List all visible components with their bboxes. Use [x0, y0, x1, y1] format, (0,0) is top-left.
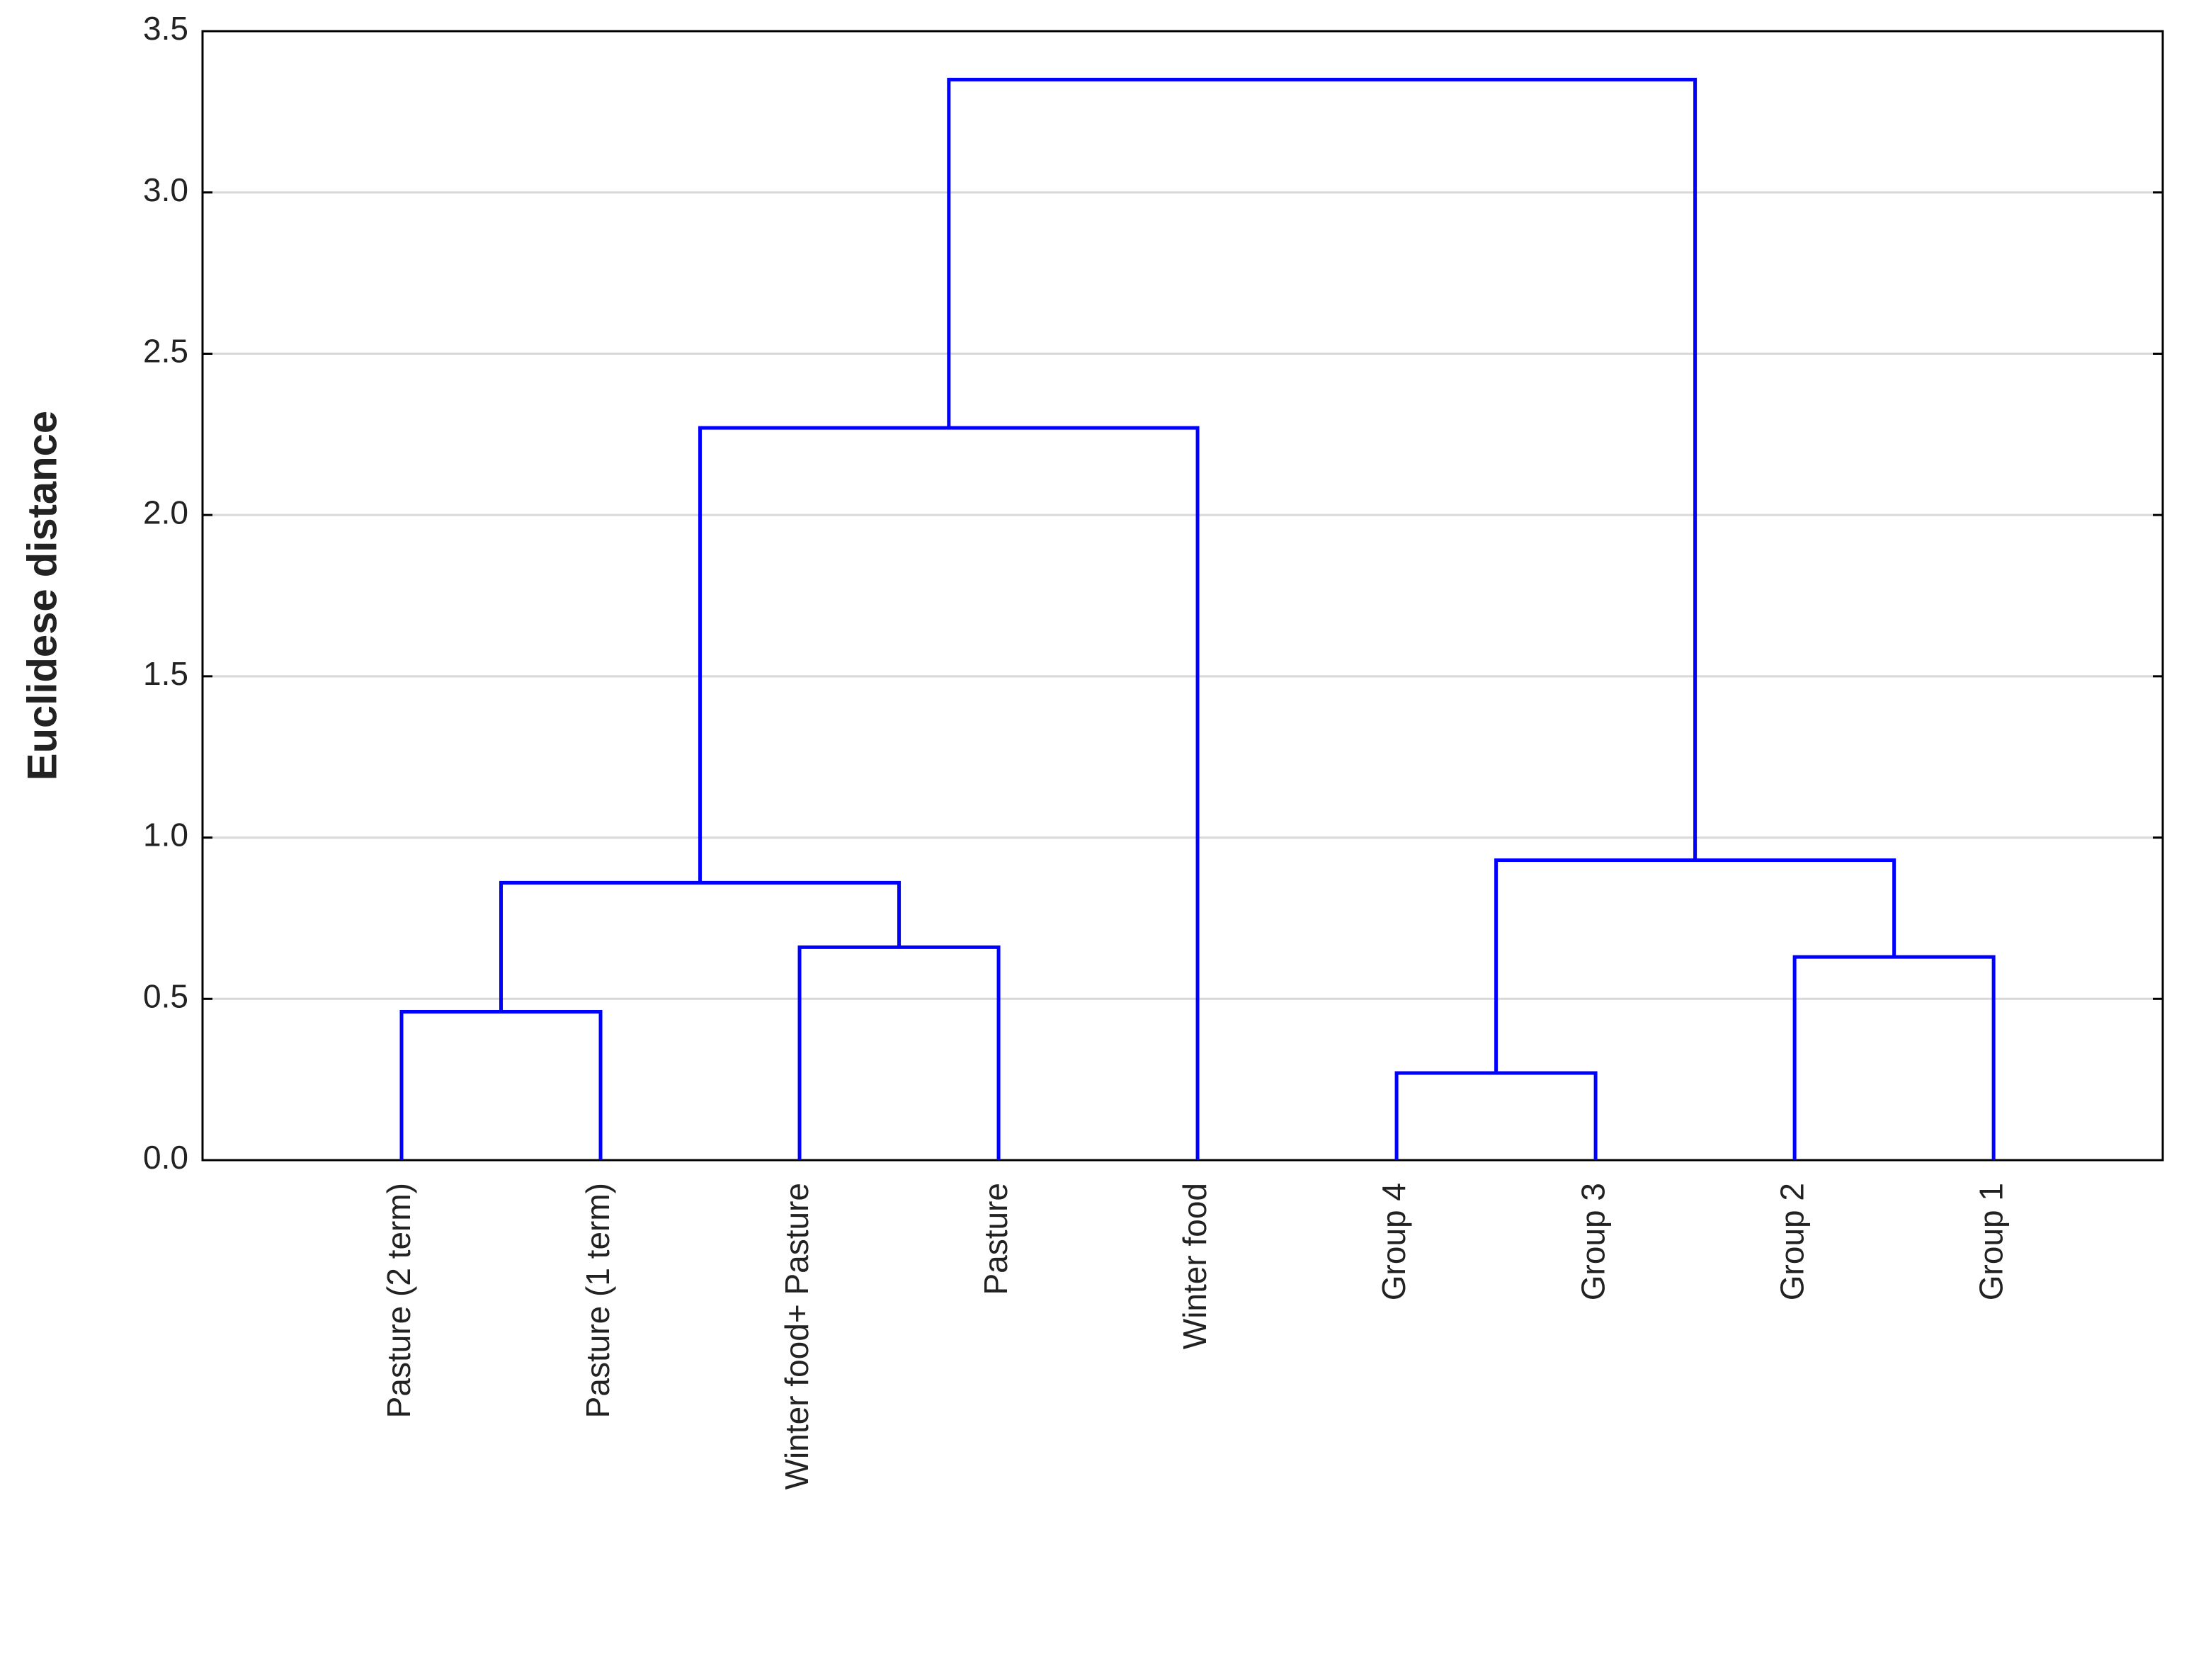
y-tick-label: 0.5 — [143, 977, 188, 1014]
plot-frame — [201, 30, 2164, 1162]
x-tick-label: Winter food+ Pasture — [778, 1183, 815, 1489]
x-tick-label: Group 1 — [1972, 1183, 2009, 1300]
y-tick-label: 0.0 — [143, 1139, 188, 1176]
x-tick-label: Pasture — [977, 1183, 1014, 1295]
y-tick-label: 3.0 — [143, 171, 188, 208]
dendrogram-link — [797, 945, 1001, 1160]
y-axis-title: Euclidese distance — [19, 411, 65, 781]
x-tick-label: Pasture (2 term) — [380, 1183, 417, 1418]
dendrogram-link — [1792, 955, 1996, 1160]
dendrogram-link — [1394, 1071, 1598, 1160]
x-tick-label: Group 4 — [1375, 1183, 1412, 1300]
y-tick-label: 1.0 — [143, 817, 188, 853]
y-tick-label: 2.0 — [143, 494, 188, 530]
x-tick-label: Group 3 — [1574, 1183, 1611, 1300]
dendrogram-link — [399, 1010, 603, 1160]
y-tick-label: 3.5 — [143, 10, 188, 47]
y-tick-label: 1.5 — [143, 655, 188, 692]
dendrogram-link — [947, 77, 1697, 861]
y-tick-label: 2.5 — [143, 333, 188, 370]
x-tick-label: Winter food — [1176, 1183, 1213, 1349]
x-tick-label: Group 2 — [1773, 1183, 1810, 1300]
dendrogram-link — [1494, 858, 1896, 1074]
dendrogram-link — [698, 426, 1200, 1160]
x-tick-label: Pasture (1 term) — [579, 1183, 616, 1418]
